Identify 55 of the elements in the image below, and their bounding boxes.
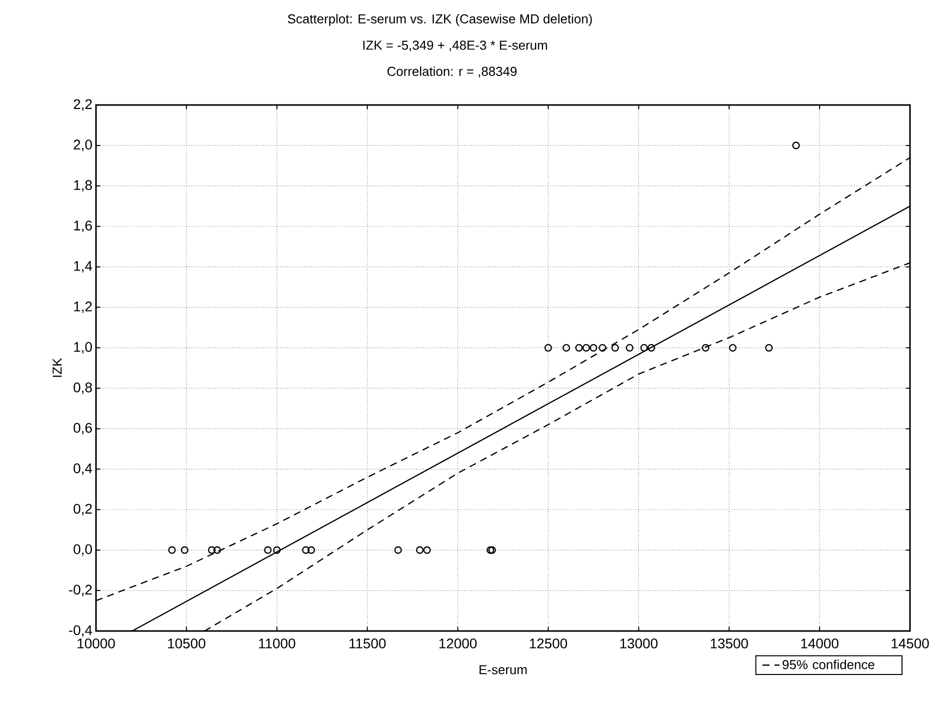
point [765,344,773,352]
x-tick-label: 12000 [439,638,477,648]
point [792,142,800,150]
point [307,546,316,554]
y-tick-label: 1,8 [74,180,92,192]
y-tick-label: 0,4 [74,463,92,475]
y-tick-label: 2,0 [74,140,92,152]
point [544,344,552,352]
point [640,344,648,352]
y-axis-title: IZK [52,358,62,377]
point [416,546,424,554]
point [302,546,310,554]
x-tick-label: 13000 [620,638,658,648]
point [168,546,176,554]
text: Correlation: r = ,88349 [387,66,517,78]
point [728,344,737,352]
x-tick-label: 11000 [259,638,296,648]
chart-title: Scatterplot: E-serum vs. IZK (Casewise MD deletion) [288,14,592,26]
point [611,344,619,352]
x-tick-label: 12500 [530,638,568,648]
point [208,546,216,554]
y-tick-label: 0,6 [74,422,92,434]
point [626,344,634,352]
x-axis-title: E-serum [480,665,527,674]
point [702,344,710,352]
chart-subtitle: IZK = -5,349 + ,48E-3 * E-serum [363,40,547,52]
y-tick-label: 0,0 [74,544,92,556]
legend-label: 95% confidence [782,660,874,670]
x-tick-label: 10500 [168,638,206,648]
point [590,344,598,352]
x-tick-label: 10000 [78,638,115,648]
y-tick-label: -0,2 [69,584,92,596]
x-tick-label: 13500 [710,638,748,648]
point [394,546,402,554]
x-tick-label: 14500 [892,638,929,648]
y-tick-label: 1,0 [74,342,92,354]
y-tick-label: 1,4 [74,261,92,273]
point [562,344,570,352]
point [180,546,188,554]
point [575,344,583,352]
point [582,344,590,352]
y-tick-label: 0,8 [74,382,92,394]
point [648,344,656,352]
x-tick-label: 14000 [801,638,838,648]
point [598,344,606,352]
point [213,546,221,554]
y-tick-label: -0,4 [69,625,92,637]
y-tick-label: 1,2 [74,302,92,314]
y-tick-label: 0,2 [74,504,92,516]
point [423,546,431,554]
y-tick-label: 1,6 [74,220,92,232]
y-tick-label: 2,2 [74,99,92,111]
x-tick-label: 11500 [350,638,386,648]
point [273,546,281,554]
point [264,546,272,554]
